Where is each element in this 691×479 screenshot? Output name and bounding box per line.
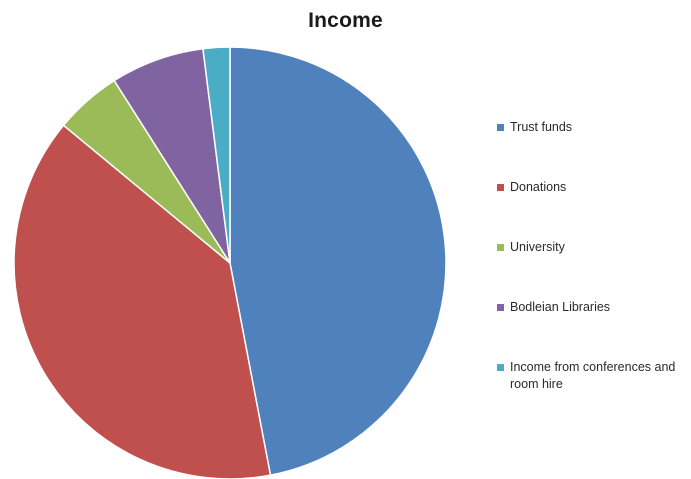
chart-title: Income xyxy=(308,9,383,32)
legend-label: University xyxy=(510,240,565,254)
legend-label: Income from conferences and room hire xyxy=(510,360,676,391)
legend-item: Income from conferences and room hire xyxy=(497,359,687,393)
legend-swatch xyxy=(497,184,504,191)
legend-item: University xyxy=(497,239,687,256)
legend-label: Donations xyxy=(510,180,567,194)
pie-slice-trust-funds xyxy=(229,46,447,477)
legend-label: Trust funds xyxy=(510,120,573,134)
pie-slice-donations xyxy=(13,124,272,479)
legend-item: Trust funds xyxy=(497,119,687,136)
legend-swatch xyxy=(497,124,504,131)
legend-swatch xyxy=(497,304,504,311)
legend-item: Donations xyxy=(497,179,687,196)
legend-item: Bodleian Libraries xyxy=(497,299,687,316)
legend-label: Bodleian Libraries xyxy=(510,300,611,314)
legend-swatch xyxy=(497,244,504,251)
legend-swatch xyxy=(497,364,504,371)
pie-slice-income-from-conferences-and-room-hire xyxy=(202,46,231,264)
